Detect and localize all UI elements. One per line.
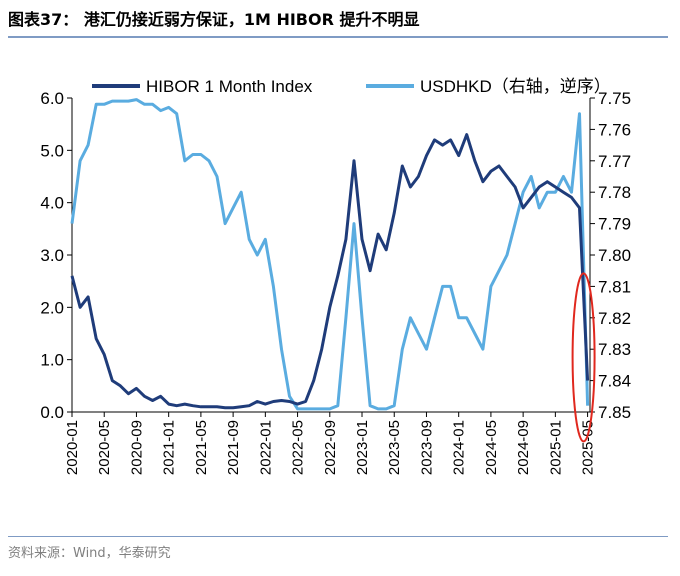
x-tick-label: 2025-05 <box>580 420 597 475</box>
x-tick-label: 2023-09 <box>418 420 435 475</box>
left-tick-label: 1.0 <box>40 351 64 370</box>
x-tick-label: 2025-01 <box>547 420 564 475</box>
right-tick-label: 7.84 <box>598 372 631 391</box>
legend-label: HIBOR 1 Month Index <box>146 77 313 96</box>
right-tick-label: 7.79 <box>598 215 631 234</box>
x-tick-label: 2024-05 <box>483 420 500 475</box>
x-tick-label: 2021-01 <box>161 420 178 475</box>
axes: 0.0 1.0 2.0 3.0 4.0 5.0 6.0 7.75 7.76 7.77 7.78 7.7… <box>40 89 631 475</box>
left-tick-label: 3.0 <box>40 246 64 265</box>
right-tick-label: 7.75 <box>598 89 631 108</box>
hibor-line <box>70 133 590 410</box>
x-tick-label: 2022-01 <box>257 420 274 475</box>
right-tick-label: 7.77 <box>598 152 631 171</box>
x-tick-label: 2021-09 <box>225 420 242 475</box>
series-lines <box>70 98 590 411</box>
x-tick-label: 2022-09 <box>322 420 339 475</box>
right-tick-label: 7.83 <box>598 340 631 359</box>
left-tick-label: 6.0 <box>40 89 64 108</box>
source-divider <box>8 536 668 537</box>
legend: HIBOR 1 Month Index USDHKD（右轴，逆序） <box>92 77 611 96</box>
title-divider <box>8 36 668 38</box>
x-tick-label: 2020-09 <box>128 420 145 475</box>
x-tick-label: 2024-01 <box>451 420 468 475</box>
right-tick-label: 7.78 <box>598 183 631 202</box>
x-tick-label: 2023-05 <box>386 420 403 475</box>
legend-label: USDHKD（右轴，逆序） <box>420 77 611 96</box>
left-tick-label: 5.0 <box>40 141 64 160</box>
x-tick-label: 2020-01 <box>64 420 81 475</box>
x-tick-label: 2020-05 <box>96 420 113 475</box>
annotations <box>571 272 596 443</box>
chart-title: 图表37： 港汇仍接近弱方保证，1M HIBOR 提升不明显 <box>8 10 420 29</box>
left-tick-label: 0.0 <box>40 403 64 422</box>
usdhkd-line <box>70 98 590 411</box>
x-tick-label: 2023-01 <box>354 420 371 475</box>
left-tick-label: 2.0 <box>40 298 64 317</box>
right-tick-label: 7.81 <box>598 277 631 296</box>
x-tick-label: 2022-05 <box>290 420 307 475</box>
right-tick-label: 7.82 <box>598 309 631 328</box>
right-tick-label: 7.85 <box>598 403 631 422</box>
x-tick-label: 2024-09 <box>515 420 532 475</box>
left-tick-label: 4.0 <box>40 194 64 213</box>
right-tick-label: 7.80 <box>598 246 631 265</box>
x-tick-label: 2021-05 <box>193 420 210 475</box>
highlight-ellipse <box>571 272 596 443</box>
source-note: 资料来源：Wind，华泰研究 <box>8 546 171 561</box>
right-tick-label: 7.76 <box>598 120 631 139</box>
